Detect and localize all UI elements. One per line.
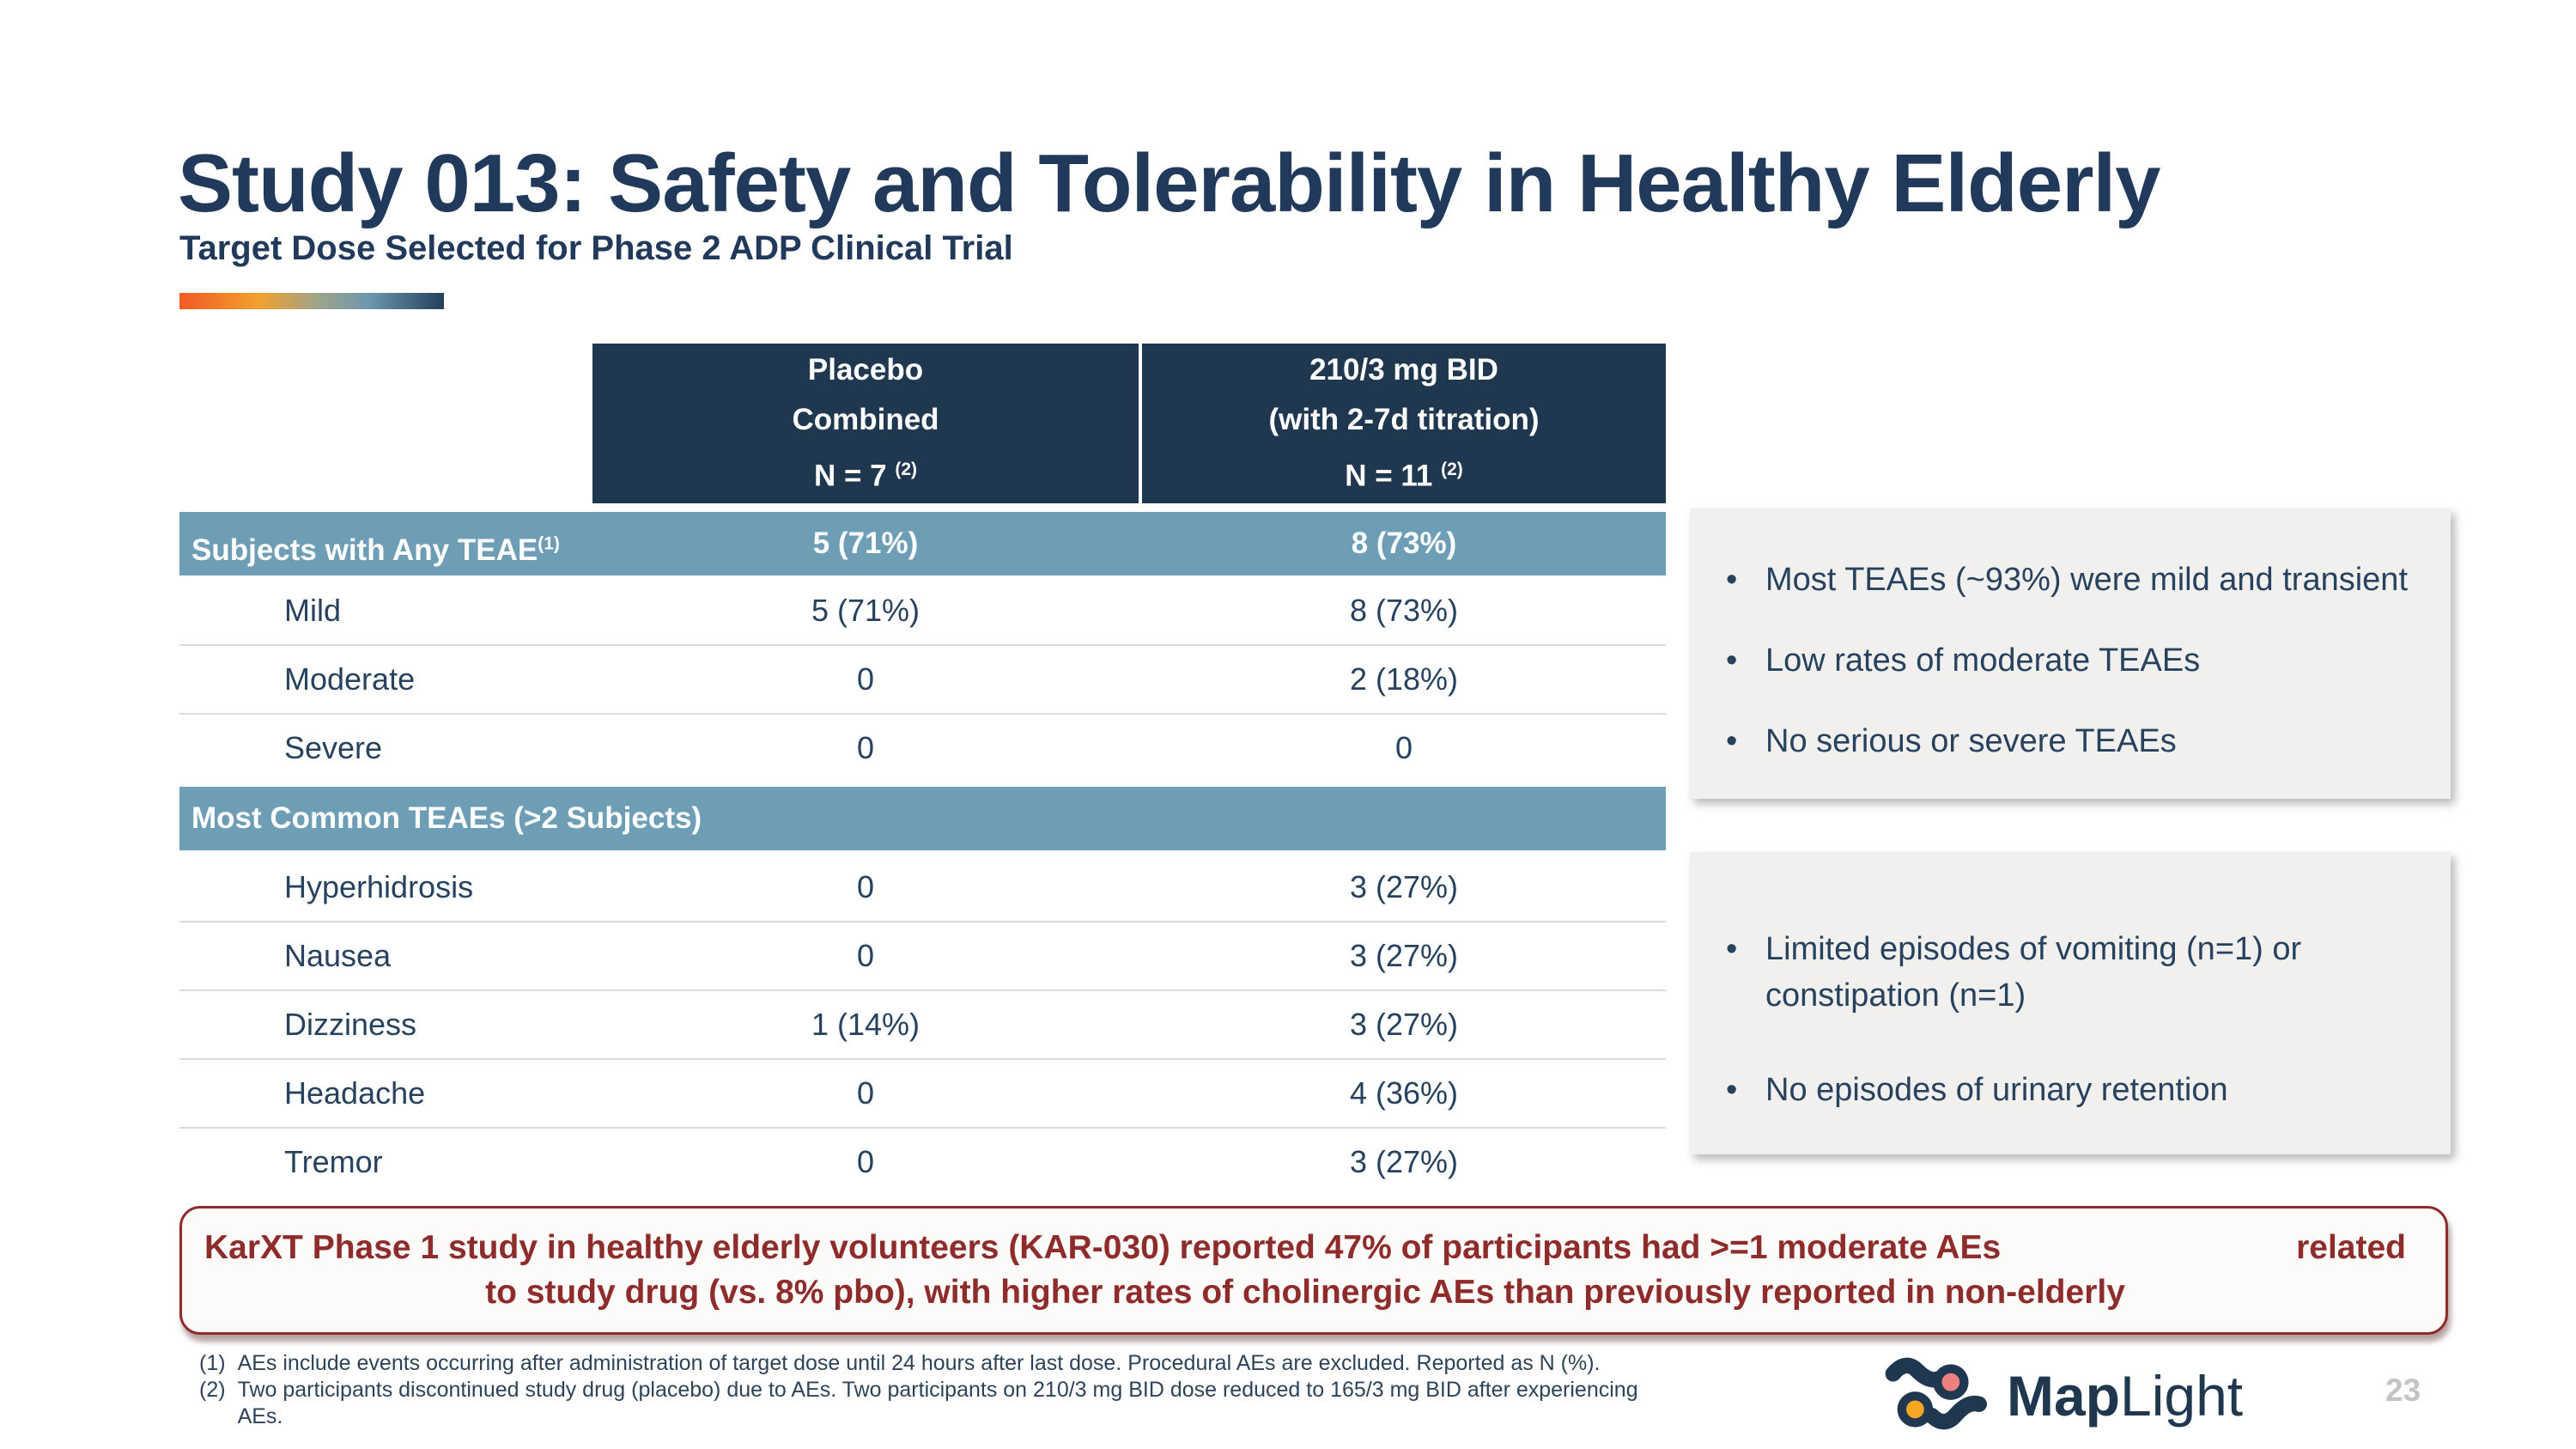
page-subtitle: Target Dose Selected for Phase 2 ADP Cli… <box>179 229 1013 268</box>
row-label: Headache <box>284 1075 426 1111</box>
footnote-text: Two participants discontinued study drug… <box>237 1378 1638 1428</box>
table-row-severe: Severe 0 0 <box>179 715 1666 783</box>
table-row-hyperhidrosis: Hyperhidrosis 0 3 (27%) <box>179 854 1666 922</box>
cell-value: 3 (27%) <box>1349 869 1459 904</box>
column-header-line: 210/3 mg BID <box>1309 353 1498 387</box>
row-label: Hyperhidrosis <box>284 869 474 904</box>
tolerability-findings-box: Limited episodes of vomiting (n=1) or co… <box>1690 852 2451 1154</box>
column-header-line: Combined <box>792 403 939 437</box>
cell-value: 3 (27%) <box>1349 938 1459 973</box>
cell-value: 0 <box>856 1144 875 1179</box>
table-section-header-any-teae: Subjects with Any TEAE(1) 5 (71%) 8 (73%… <box>179 512 1666 575</box>
table-header-spacer <box>179 344 592 503</box>
footnote-marker: (1) <box>199 1351 226 1375</box>
bullet-item: No serious or severe TEAEs <box>1721 718 2416 764</box>
table-section-header-most-common: Most Common TEAEs (>2 Subjects) <box>179 787 1666 850</box>
footnote-ref: (2) <box>1441 460 1463 480</box>
section-header-label: Subjects with Any TEAE(1) <box>179 533 560 567</box>
footnote-marker: (2) <box>199 1378 226 1402</box>
column-header-placebo: Placebo Combined N = 7 (2) <box>592 344 1139 503</box>
row-label: Nausea <box>284 938 392 973</box>
row-label: Dizziness <box>284 1007 417 1042</box>
page-title: Study 013: Safety and Tolerability in He… <box>178 137 2161 230</box>
cell-value: 2 (18%) <box>1349 661 1459 697</box>
bullet-item: Low rates of moderate TEAEs <box>1721 637 2416 684</box>
cell-value: 8 (73%) <box>1351 527 1457 560</box>
highlight-text-left: KarXT Phase 1 study in healthy elderly v… <box>204 1229 2002 1266</box>
table-row-moderate: Moderate 0 2 (18%) <box>179 646 1666 715</box>
footnotes: (1) AEs include events occurring after a… <box>199 1350 1659 1430</box>
footnote-2: (2) Two participants discontinued study … <box>199 1377 1659 1430</box>
cell-value: 0 <box>856 661 875 697</box>
column-header-n: N = 7 (2) <box>592 453 1139 494</box>
cell-value: 0 <box>856 1075 875 1111</box>
bullet-list: Limited episodes of vomiting (n=1) or co… <box>1721 926 2416 1113</box>
row-label: Moderate <box>284 661 416 697</box>
cell-value: 0 <box>856 869 875 904</box>
cell-value: 5 (71%) <box>811 593 920 628</box>
cell-value: 4 (36%) <box>1349 1075 1459 1111</box>
teae-table: Placebo Combined N = 7 (2) 210/3 mg BID … <box>179 344 1666 1197</box>
key-findings-box: Most TEAEs (~93%) were mild and transien… <box>1690 508 2451 799</box>
bullet-item: Most TEAEs (~93%) were mild and transien… <box>1721 557 2416 603</box>
bullet-list: Most TEAEs (~93%) were mild and transien… <box>1721 557 2416 764</box>
n-label: N = 11 <box>1345 459 1433 493</box>
maplight-logo: MapLight <box>1885 1350 2243 1441</box>
footnote-ref: (2) <box>895 460 918 480</box>
cell-value: 3 (27%) <box>1349 1007 1459 1042</box>
table-row-dizziness: Dizziness 1 (14%) 3 (27%) <box>179 991 1666 1060</box>
column-header-karxt-dose: 210/3 mg BID (with 2-7d titration) N = 1… <box>1142 344 1666 503</box>
table-row-headache: Headache 0 4 (36%) <box>179 1060 1666 1129</box>
cell-value: 8 (73%) <box>1349 593 1459 628</box>
bullet-item: No episodes of urinary retention <box>1721 1067 2416 1113</box>
page-number: 23 <box>2385 1373 2421 1408</box>
cell-value: 0 <box>856 938 875 973</box>
section-header-label: Most Common TEAEs (>2 Subjects) <box>179 801 702 835</box>
accent-gradient-bar <box>179 293 444 309</box>
column-header-line: (with 2-7d titration) <box>1268 403 1540 437</box>
column-header-line: Placebo <box>807 353 924 387</box>
highlight-text-right: related <box>2296 1229 2406 1266</box>
footnote-1: (1) AEs include events occurring after a… <box>199 1350 1659 1377</box>
karxt-comparison-highlight-box: KarXT Phase 1 study in healthy elderly v… <box>179 1206 2448 1335</box>
cell-value: 3 (27%) <box>1349 1144 1459 1179</box>
cell-value: 5 (71%) <box>812 527 919 560</box>
maplight-wordmark: MapLight <box>2007 1363 2243 1428</box>
row-label: Mild <box>284 593 342 628</box>
row-label: Tremor <box>284 1144 383 1179</box>
wordmark-map: Map <box>2007 1364 2120 1428</box>
cell-value: 0 <box>1394 730 1413 765</box>
maplight-logo-icon <box>1885 1357 1987 1430</box>
cell-value: 0 <box>856 730 875 765</box>
table-row-mild: Mild 5 (71%) 8 (73%) <box>179 577 1666 646</box>
column-header-n: N = 11 (2) <box>1142 453 1666 494</box>
highlight-line-2: to study drug (vs. 8% pbo), with higher … <box>485 1274 2125 1311</box>
footnote-text: AEs include events occurring after admin… <box>237 1351 1601 1375</box>
highlight-line-1: KarXT Phase 1 study in healthy elderly v… <box>204 1226 2406 1270</box>
table-header-row: Placebo Combined N = 7 (2) 210/3 mg BID … <box>179 344 1666 503</box>
section-header-text: Subjects with Any TEAE <box>191 533 538 567</box>
bullet-item: Limited episodes of vomiting (n=1) or co… <box>1721 926 2416 1019</box>
row-label: Severe <box>284 730 383 765</box>
table-row-tremor: Tremor 0 3 (27%) <box>179 1129 1666 1197</box>
footnote-ref: (1) <box>538 533 560 553</box>
wordmark-light: Light <box>2120 1364 2244 1428</box>
cell-value: 1 (14%) <box>811 1007 920 1042</box>
table-row-nausea: Nausea 0 3 (27%) <box>179 922 1666 991</box>
section-header-text: Most Common TEAEs (>2 Subjects) <box>191 801 702 835</box>
n-label: N = 7 <box>813 459 887 493</box>
